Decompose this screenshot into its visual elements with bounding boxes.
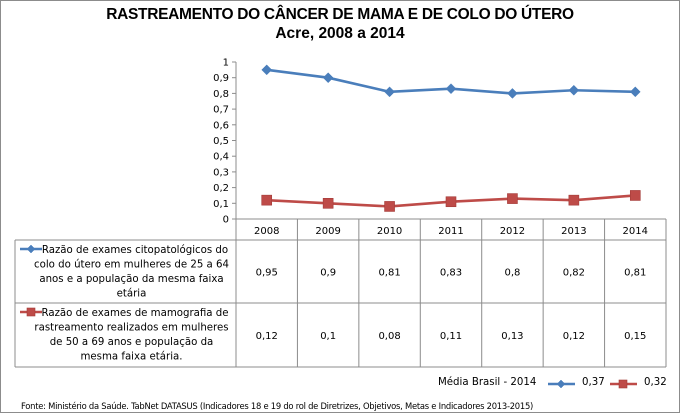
data-point-1 bbox=[384, 86, 395, 98]
y-tick-label: 0,6 bbox=[213, 120, 229, 131]
x-tick-label: 2011 bbox=[438, 226, 463, 237]
series-name-line: mesma faixa etária. bbox=[80, 351, 182, 363]
data-point-1 bbox=[629, 86, 641, 98]
table-value: 0,1 bbox=[320, 331, 336, 342]
table-value: 0,95 bbox=[256, 268, 278, 279]
series-name-line: anos e a população da mesma faixa bbox=[39, 274, 223, 285]
data-point-1 bbox=[445, 83, 457, 95]
chart-subtitle: Acre, 2008 a 2014 bbox=[275, 25, 405, 42]
table-value: 0,08 bbox=[378, 331, 400, 342]
chart-title: RASTREAMENTO DO CÂNCER DE MAMA E DE COLO… bbox=[106, 6, 574, 23]
media-brasil-label: Média Brasil - 2014 bbox=[438, 377, 537, 388]
x-tick-label: 2008 bbox=[254, 226, 279, 237]
legend-marker-1 bbox=[26, 244, 36, 254]
series-name-line: de 50 a 69 anos e população da bbox=[50, 337, 214, 348]
y-tick-label: 0,5 bbox=[213, 136, 229, 147]
y-tick-label: 0,9 bbox=[213, 73, 229, 84]
legend-marker-2 bbox=[26, 307, 36, 317]
series-name-line: Razão de exames citopatológicos do bbox=[42, 244, 228, 256]
x-tick-label: 2013 bbox=[561, 226, 586, 237]
data-point-2 bbox=[445, 196, 457, 208]
data-point-1 bbox=[568, 84, 580, 96]
table-value: 0,15 bbox=[624, 331, 646, 342]
data-point-2 bbox=[322, 198, 334, 209]
data-point-1 bbox=[322, 72, 334, 84]
x-tick-label: 2010 bbox=[377, 226, 402, 237]
data-point-2 bbox=[568, 194, 580, 206]
data-point-2 bbox=[629, 190, 641, 201]
table-value: 0,81 bbox=[378, 268, 400, 279]
table-value: 0,9 bbox=[320, 268, 336, 279]
data-point-2 bbox=[261, 194, 273, 206]
media-brasil-value-cito: 0,37 bbox=[582, 377, 605, 388]
table-value: 0,82 bbox=[563, 268, 585, 279]
x-tick-label: 2014 bbox=[623, 226, 648, 237]
media-legend-marker-mamo bbox=[618, 379, 628, 389]
data-point-2 bbox=[507, 193, 518, 204]
table-value: 0,12 bbox=[563, 331, 585, 342]
table-value: 0,12 bbox=[256, 331, 278, 342]
data-point-1 bbox=[507, 88, 518, 99]
source-note: Fonte: Ministério da Saúde. TabNet DATAS… bbox=[21, 401, 534, 411]
series-name-line: colo do útero em mulheres de 25 a 64 bbox=[34, 259, 229, 271]
y-tick-label: 0,7 bbox=[213, 105, 229, 116]
table-value: 0,8 bbox=[504, 268, 520, 279]
media-legend-marker-cito bbox=[556, 379, 566, 389]
y-tick-label: 1 bbox=[223, 58, 229, 69]
x-tick-label: 2012 bbox=[500, 226, 525, 237]
series-name-line: rastreamento realizados em mulheres bbox=[34, 323, 228, 334]
y-tick-label: 0,8 bbox=[213, 89, 229, 100]
y-tick-label: 0,1 bbox=[213, 199, 229, 210]
table-value: 0,11 bbox=[440, 331, 462, 342]
series-name-line: Razão de exames de mamografia de bbox=[41, 308, 228, 319]
y-tick-label: 0,3 bbox=[213, 167, 229, 178]
series-name-line: etária bbox=[117, 288, 147, 300]
y-tick-label: 0 bbox=[223, 215, 229, 226]
media-brasil-value-mamo: 0,32 bbox=[644, 377, 667, 388]
x-tick-label: 2009 bbox=[315, 226, 340, 237]
table-value: 0,13 bbox=[501, 331, 523, 342]
y-tick-label: 0,2 bbox=[213, 183, 229, 194]
table-value: 0,83 bbox=[440, 268, 462, 279]
table-value: 0,81 bbox=[624, 268, 646, 279]
data-point-1 bbox=[261, 64, 273, 76]
data-point-2 bbox=[384, 201, 395, 212]
y-tick-label: 0,4 bbox=[213, 152, 229, 163]
